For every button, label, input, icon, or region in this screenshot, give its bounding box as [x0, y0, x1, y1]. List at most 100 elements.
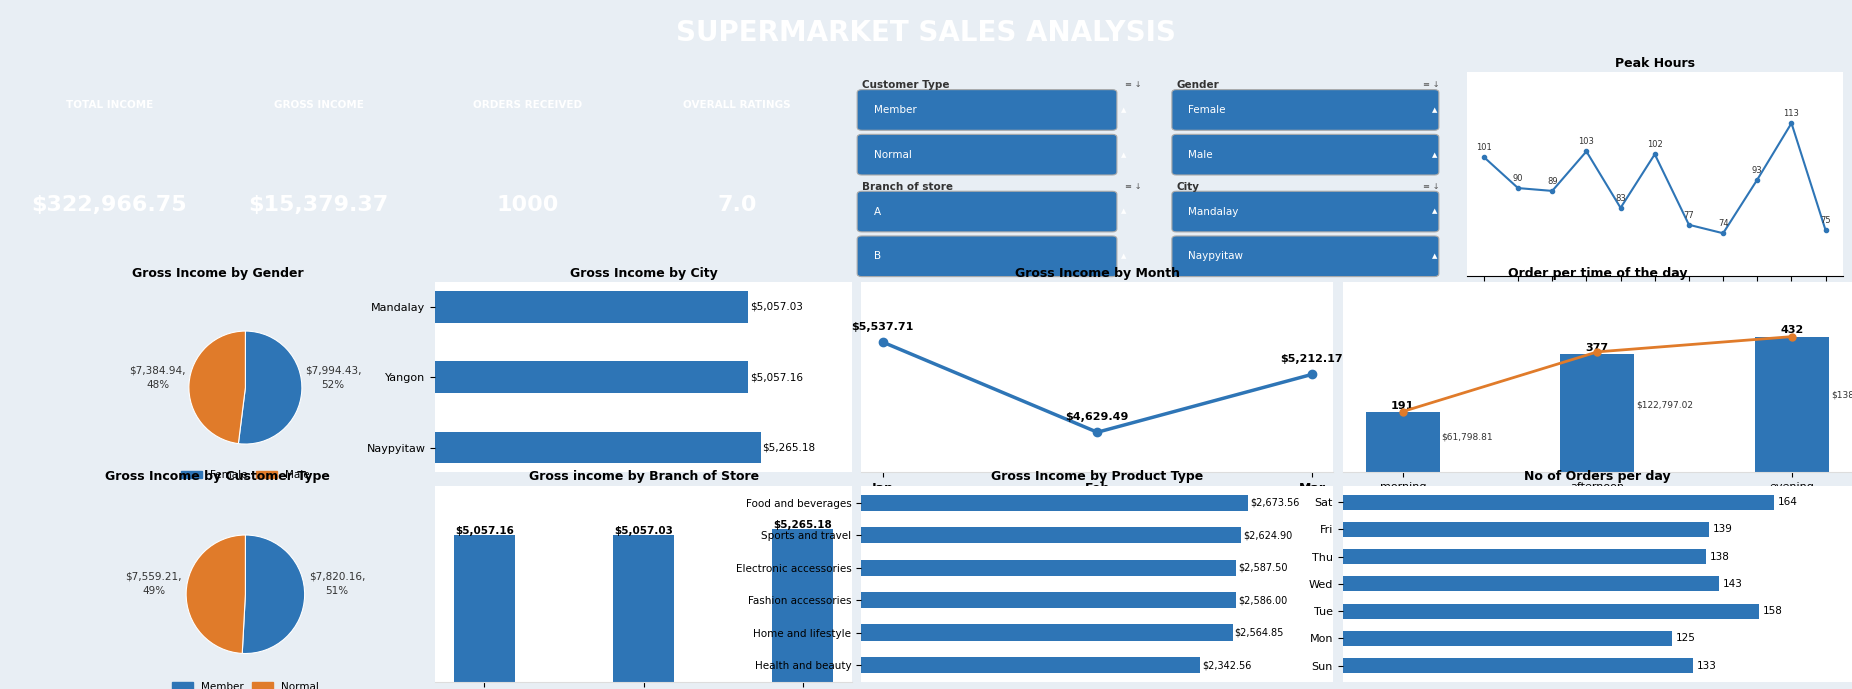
FancyBboxPatch shape: [857, 90, 1117, 130]
Text: $61,798.81: $61,798.81: [1441, 432, 1493, 441]
Text: 51%: 51%: [326, 586, 348, 596]
Bar: [772, 528, 833, 682]
Text: GROSS INCOME: GROSS INCOME: [274, 100, 363, 110]
Bar: [861, 624, 1233, 641]
Bar: [861, 527, 1241, 544]
Bar: [1343, 631, 1672, 646]
Bar: [1343, 604, 1759, 619]
Text: $5,265.18: $5,265.18: [763, 442, 815, 453]
Wedge shape: [189, 331, 246, 444]
Text: $5,057.16: $5,057.16: [750, 372, 802, 382]
Text: $15,379.37: $15,379.37: [248, 195, 389, 215]
FancyBboxPatch shape: [1172, 90, 1439, 130]
Bar: [861, 495, 1248, 511]
Bar: [861, 592, 1235, 608]
Text: ≡ ↓: ≡ ↓: [1422, 182, 1439, 191]
Text: 101: 101: [1476, 143, 1491, 152]
FancyBboxPatch shape: [857, 192, 1117, 232]
Text: 93: 93: [1752, 165, 1763, 174]
Text: $5,057.16: $5,057.16: [456, 526, 513, 535]
Text: 164: 164: [1778, 497, 1798, 507]
Bar: [454, 535, 515, 682]
Wedge shape: [243, 535, 304, 653]
Title: Gross Income by Gender: Gross Income by Gender: [131, 267, 304, 280]
Text: 52%: 52%: [322, 380, 344, 389]
Text: 191: 191: [1391, 401, 1415, 411]
Text: 432: 432: [1780, 325, 1804, 336]
Text: ▲: ▲: [1432, 209, 1437, 214]
Bar: [1367, 412, 1439, 472]
FancyBboxPatch shape: [1172, 192, 1439, 232]
Text: 103: 103: [1578, 137, 1595, 146]
FancyBboxPatch shape: [1172, 134, 1439, 175]
Bar: [1343, 577, 1719, 591]
Bar: [1343, 522, 1709, 537]
Title: Gross Income by Customer Type: Gross Income by Customer Type: [106, 470, 330, 483]
Text: ≡ ↓: ≡ ↓: [1124, 81, 1141, 90]
Text: 83: 83: [1615, 194, 1626, 203]
Text: Member: Member: [874, 105, 917, 115]
Text: 77: 77: [1683, 211, 1695, 220]
Text: Mandalay: Mandalay: [1187, 207, 1239, 216]
Text: ORDERS RECEIVED: ORDERS RECEIVED: [474, 100, 582, 110]
Text: City: City: [1176, 182, 1200, 192]
Text: 143: 143: [1722, 579, 1743, 589]
Text: $7,820.16,: $7,820.16,: [309, 571, 365, 582]
Text: 90: 90: [1513, 174, 1524, 183]
Text: ▲: ▲: [1122, 209, 1126, 214]
Text: 49%: 49%: [143, 586, 165, 596]
Bar: [861, 559, 1235, 576]
Bar: [435, 362, 748, 393]
Legend: Orders, Income: Orders, Income: [1522, 491, 1672, 508]
Text: $5,265.18: $5,265.18: [774, 520, 832, 530]
Text: 125: 125: [1676, 633, 1695, 644]
Text: ≡ ↓: ≡ ↓: [1422, 81, 1439, 90]
Text: $2,342.56: $2,342.56: [1202, 660, 1252, 670]
Text: $2,564.85: $2,564.85: [1235, 628, 1283, 637]
Text: 377: 377: [1585, 342, 1609, 353]
Wedge shape: [239, 331, 302, 444]
Title: Gross Income by City: Gross Income by City: [570, 267, 717, 280]
Legend: Total: Total: [1628, 320, 1682, 336]
Text: OVERALL RATINGS: OVERALL RATINGS: [683, 100, 791, 110]
Title: Gross income by Branch of Store: Gross income by Branch of Store: [528, 470, 759, 483]
Bar: [613, 535, 674, 682]
Text: Customer Type: Customer Type: [861, 81, 950, 90]
Bar: [861, 657, 1200, 673]
Text: 158: 158: [1763, 606, 1782, 616]
Legend: Female, Male: Female, Male: [176, 466, 315, 484]
Title: Peak Hours: Peak Hours: [1615, 56, 1695, 70]
Text: 138: 138: [1709, 552, 1730, 562]
Bar: [435, 291, 748, 322]
Text: 75: 75: [1821, 216, 1832, 225]
Text: 74: 74: [1719, 219, 1728, 228]
Text: ▲: ▲: [1122, 254, 1126, 259]
Text: Female: Female: [1187, 105, 1226, 115]
Text: $5,212.17: $5,212.17: [1282, 354, 1343, 364]
Text: ▲: ▲: [1432, 152, 1437, 158]
Text: 139: 139: [1713, 524, 1732, 535]
Text: 133: 133: [1696, 661, 1717, 670]
Text: 102: 102: [1646, 140, 1663, 149]
Text: A: A: [874, 207, 882, 216]
Text: Male: Male: [1187, 150, 1213, 160]
FancyBboxPatch shape: [857, 236, 1117, 276]
Text: $7,384.94,: $7,384.94,: [130, 365, 185, 376]
Text: Normal: Normal: [874, 150, 911, 160]
Text: 48%: 48%: [146, 380, 169, 389]
Wedge shape: [187, 535, 246, 653]
Text: ▲: ▲: [1122, 107, 1126, 113]
Text: ▲: ▲: [1122, 152, 1126, 158]
Text: $5,057.03: $5,057.03: [615, 526, 672, 535]
FancyBboxPatch shape: [1172, 236, 1439, 276]
Title: Gross Income by Product Type: Gross Income by Product Type: [991, 470, 1204, 483]
Title: No of Orders per day: No of Orders per day: [1524, 470, 1671, 483]
Text: $322,966.75: $322,966.75: [31, 195, 187, 215]
Bar: [1756, 337, 1830, 472]
Text: ≡ ↓: ≡ ↓: [1124, 182, 1141, 191]
Text: 113: 113: [1783, 109, 1800, 118]
Bar: [1343, 549, 1706, 564]
Title: Order per time of the day: Order per time of the day: [1508, 267, 1687, 280]
Text: Branch of store: Branch of store: [861, 182, 952, 192]
Text: 89: 89: [1546, 177, 1558, 186]
